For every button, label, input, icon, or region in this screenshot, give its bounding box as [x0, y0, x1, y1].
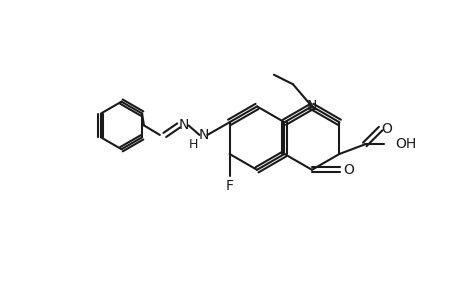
Text: O: O [381, 122, 391, 136]
Text: O: O [342, 163, 353, 177]
Text: F: F [225, 179, 233, 193]
Text: H: H [188, 138, 198, 151]
Text: OH: OH [395, 137, 416, 152]
Text: N: N [306, 99, 316, 113]
Text: N: N [198, 128, 208, 142]
Text: N: N [178, 118, 188, 132]
